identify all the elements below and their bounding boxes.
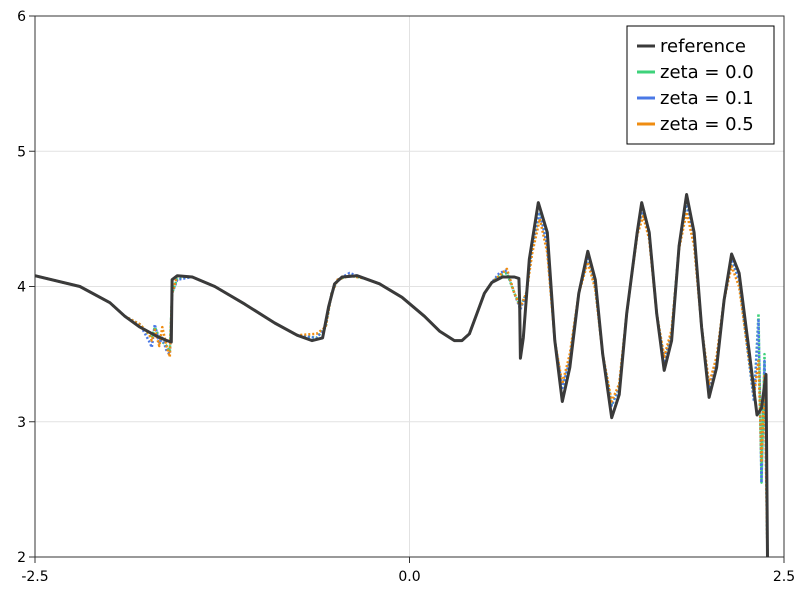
legend: reference zeta = 0.0 zeta = 0.1 zeta = 0.5 xyxy=(626,25,775,145)
series-line-zeta-0-5 xyxy=(35,210,769,557)
x-tick-label: -2.5 xyxy=(21,569,48,585)
y-tick-label: 3 xyxy=(17,415,26,431)
y-tick-label: 4 xyxy=(17,280,26,296)
legend-label: reference xyxy=(660,36,746,57)
legend-label: zeta = 0.0 xyxy=(660,62,754,83)
y-tick-label: 2 xyxy=(17,550,26,566)
x-tick-label: 2.5 xyxy=(773,569,795,585)
y-tick-label: 5 xyxy=(17,144,26,160)
legend-label: zeta = 0.5 xyxy=(660,114,754,135)
series-lines xyxy=(35,193,769,557)
series-line-reference xyxy=(35,193,769,557)
axis-ticks: 2 3 4 5 6 -2.5 0.0 2.5 xyxy=(17,9,795,585)
x-tick-label: 0.0 xyxy=(398,569,420,585)
legend-label: zeta = 0.1 xyxy=(660,88,754,109)
y-tick-label: 6 xyxy=(17,9,26,25)
